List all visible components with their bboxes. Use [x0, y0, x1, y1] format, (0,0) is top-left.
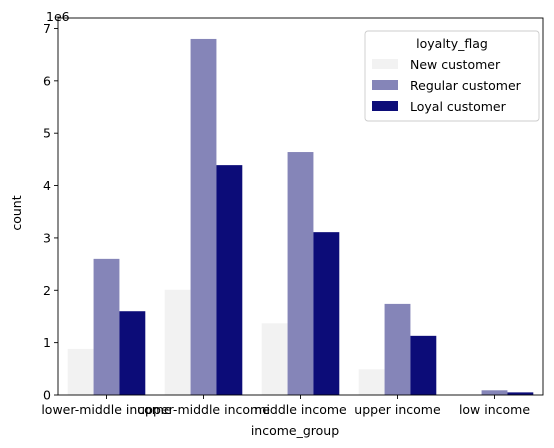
y-tick-label: 6	[43, 73, 51, 88]
x-tick-label: middle income	[254, 402, 347, 417]
y-tick: 6	[43, 73, 58, 88]
x-axis-label: income_group	[251, 423, 339, 438]
legend-label: Loyal customer	[410, 99, 507, 114]
legend-swatch	[372, 80, 398, 90]
x-tick: low income	[459, 395, 530, 417]
bar-new-customer	[358, 369, 385, 395]
y-tick: 1	[43, 335, 58, 350]
y-tick-label: 0	[43, 388, 51, 403]
legend-box	[364, 30, 540, 122]
bar-new-customer	[164, 289, 191, 395]
y-tick-label: 5	[43, 126, 51, 141]
legend-title: loyalty_flag	[416, 36, 488, 51]
y-tick: 2	[43, 283, 58, 298]
bar-regular-customer	[93, 258, 120, 395]
y-tick-label: 1	[43, 335, 51, 350]
y-axis-label: count	[9, 195, 24, 230]
legend: loyalty_flag New customer Regular custome…	[364, 30, 540, 122]
bar-regular-customer	[190, 38, 217, 395]
y-multiplier-label: 1e6	[46, 9, 70, 24]
y-tick: 7	[43, 21, 58, 36]
x-tick-label: lower-middle income	[41, 402, 172, 417]
y-tick: 4	[43, 178, 58, 193]
legend-swatch	[372, 101, 398, 111]
x-tick-label: low income	[459, 402, 530, 417]
bar-new-customer	[67, 348, 94, 395]
y-tick: 3	[43, 230, 58, 245]
bar-loyal-customer	[313, 232, 340, 395]
plot-frame	[57, 17, 544, 396]
legend-swatch	[372, 59, 398, 69]
y-tick-label: 4	[43, 178, 51, 193]
legend-label: New customer	[410, 57, 501, 72]
y-axis: 0 1 2 3 4 5 6 7	[43, 21, 58, 403]
bars-group	[67, 38, 534, 395]
bar-regular-customer	[384, 303, 411, 395]
bar-regular-customer	[481, 390, 508, 395]
x-tick: upper-middle income	[137, 395, 270, 417]
x-tick-label: upper income	[354, 402, 441, 417]
legend-label: Regular customer	[410, 78, 522, 93]
y-tick-label: 2	[43, 283, 51, 298]
bar-loyal-customer	[410, 335, 437, 395]
y-tick-label: 3	[43, 230, 51, 245]
bar-new-customer	[261, 323, 288, 395]
x-tick-label: upper-middle income	[137, 402, 270, 417]
bar-loyal-customer	[119, 311, 146, 395]
bar-regular-customer	[287, 152, 314, 395]
y-tick: 5	[43, 126, 58, 141]
x-tick: lower-middle income	[41, 395, 172, 417]
x-tick: upper income	[354, 395, 441, 417]
bar-loyal-customer	[507, 392, 534, 395]
y-tick: 0	[43, 388, 58, 403]
y-tick-label: 7	[43, 21, 51, 36]
bar-loyal-customer	[216, 165, 243, 395]
x-tick: middle income	[254, 395, 347, 417]
